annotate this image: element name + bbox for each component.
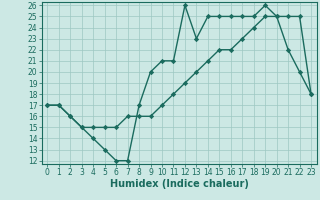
X-axis label: Humidex (Indice chaleur): Humidex (Indice chaleur) — [110, 179, 249, 189]
